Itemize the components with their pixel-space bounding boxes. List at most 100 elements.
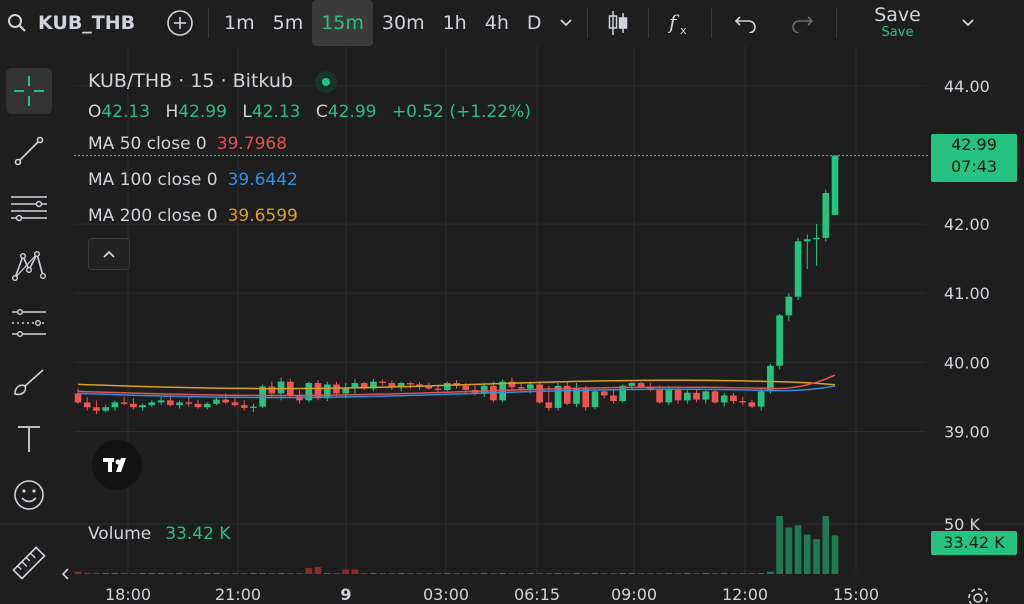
fib-icon <box>11 196 47 222</box>
ma200-legend[interactable]: MA 200 close 0 39.6599 <box>88 206 298 226</box>
volume-bar <box>739 573 747 574</box>
trendline-icon <box>14 136 44 166</box>
volume-bar <box>148 573 156 574</box>
volume-bar <box>323 573 331 574</box>
interval-15m[interactable]: 15m <box>312 0 373 46</box>
save-dropdown[interactable] <box>953 0 983 46</box>
change-value: +0.52 (+1.22%) <box>391 102 531 122</box>
emoji-icon <box>14 480 44 510</box>
interval-30m[interactable]: 30m <box>381 12 425 34</box>
candle-body <box>720 395 728 403</box>
candle-body <box>637 383 645 387</box>
search-button[interactable] <box>0 0 34 46</box>
volume-bar <box>711 573 719 574</box>
undo-button[interactable] <box>718 0 774 46</box>
candle-body <box>730 395 737 402</box>
candle-body <box>305 383 313 401</box>
price-chart[interactable]: 44.00 42.00 41.00 40.00 39.00 18:00 21:00 9 03:0… <box>0 46 1024 604</box>
candle-body <box>259 386 266 407</box>
interval-4h[interactable]: 4h <box>484 12 509 34</box>
candle-body <box>536 384 543 403</box>
volume-bar <box>425 573 433 574</box>
volume-bar <box>111 573 119 574</box>
chart-type-button[interactable] <box>594 0 642 46</box>
candle-body <box>74 393 82 403</box>
gear-icon <box>968 588 988 604</box>
volume-bar <box>637 573 645 574</box>
last-price-badge: 42.99 07:43 <box>931 134 1017 182</box>
interval-d[interactable]: D <box>526 12 542 34</box>
chevron-down-icon <box>961 19 974 27</box>
ma50-legend[interactable]: MA 50 close 0 39.7968 <box>88 134 287 154</box>
symbol-name[interactable]: KUB_THB <box>38 12 136 34</box>
divider <box>710 8 712 38</box>
text-icon <box>18 426 40 452</box>
prediction-tool[interactable] <box>6 300 52 346</box>
interval-dropdown[interactable] <box>551 0 581 46</box>
candle-body <box>416 384 423 386</box>
candle-body <box>554 385 562 408</box>
candle-body <box>767 365 774 392</box>
ma200-line <box>77 379 836 390</box>
add-symbol-button[interactable] <box>158 0 202 46</box>
low-value: 42.13 <box>251 102 301 122</box>
volume-bar <box>785 527 793 574</box>
scroll-left-button[interactable] <box>60 566 74 586</box>
divider <box>647 8 649 38</box>
tradingview-logo[interactable] <box>92 440 142 490</box>
candle-body <box>628 383 636 386</box>
high-value: 42.99 <box>178 102 227 122</box>
crosshair-tool[interactable] <box>6 68 52 114</box>
volume-bar <box>102 573 110 574</box>
candle-body <box>757 391 765 407</box>
pattern-tool[interactable] <box>6 242 52 288</box>
candle-body <box>203 403 211 408</box>
save-button[interactable]: Save Save <box>843 0 953 46</box>
low-label: L <box>242 102 252 122</box>
candle-body <box>148 402 156 406</box>
fib-tool[interactable] <box>6 184 52 230</box>
candle-body <box>333 384 340 394</box>
candle-body <box>582 388 590 408</box>
text-tool[interactable] <box>6 416 52 462</box>
candle-body <box>674 388 682 401</box>
price-axis-label: 40.00 <box>944 353 990 372</box>
time-axis-label: 12:00 <box>722 585 768 604</box>
candle-body <box>610 395 617 402</box>
ma100-legend[interactable]: MA 100 close 0 39.6442 <box>88 170 298 190</box>
candle-body <box>342 388 350 394</box>
volume-bar <box>527 573 534 574</box>
candle-body <box>831 155 839 216</box>
chart-settings-button[interactable] <box>966 586 990 604</box>
save-status: Save <box>881 25 914 41</box>
chevron-up-icon <box>103 250 115 258</box>
volume-bar <box>434 573 442 574</box>
candle-body <box>120 402 128 404</box>
interval-1m[interactable]: 1m <box>224 12 255 34</box>
redo-button[interactable] <box>774 0 830 46</box>
chevron-down-icon <box>559 19 572 27</box>
pattern-icon <box>12 251 47 282</box>
volume-bar <box>582 573 590 574</box>
volume-bar <box>93 572 100 574</box>
candle-body <box>157 400 165 403</box>
interval-5m[interactable]: 5m <box>272 12 304 34</box>
trendline-tool[interactable] <box>6 128 52 174</box>
time-axis-label: 06:15 <box>514 585 560 604</box>
candle-body <box>83 402 91 408</box>
price-axis-label: 39.00 <box>944 422 990 441</box>
interval-1h[interactable]: 1h <box>442 12 467 34</box>
candle-body <box>111 402 119 408</box>
open-label: O <box>88 102 102 122</box>
candle-body <box>480 385 488 393</box>
emoji-tool[interactable] <box>6 472 52 518</box>
chart-area[interactable]: 44.00 42.00 41.00 40.00 39.00 18:00 21:00 9 03:0… <box>0 46 1024 604</box>
brush-tool[interactable] <box>6 360 52 406</box>
candle-body <box>425 385 433 389</box>
brush-icon <box>14 369 44 396</box>
volume-bar <box>702 573 710 574</box>
candle-body <box>102 407 110 411</box>
legend-collapse-button[interactable] <box>88 238 130 270</box>
ruler-tool[interactable] <box>6 540 52 586</box>
